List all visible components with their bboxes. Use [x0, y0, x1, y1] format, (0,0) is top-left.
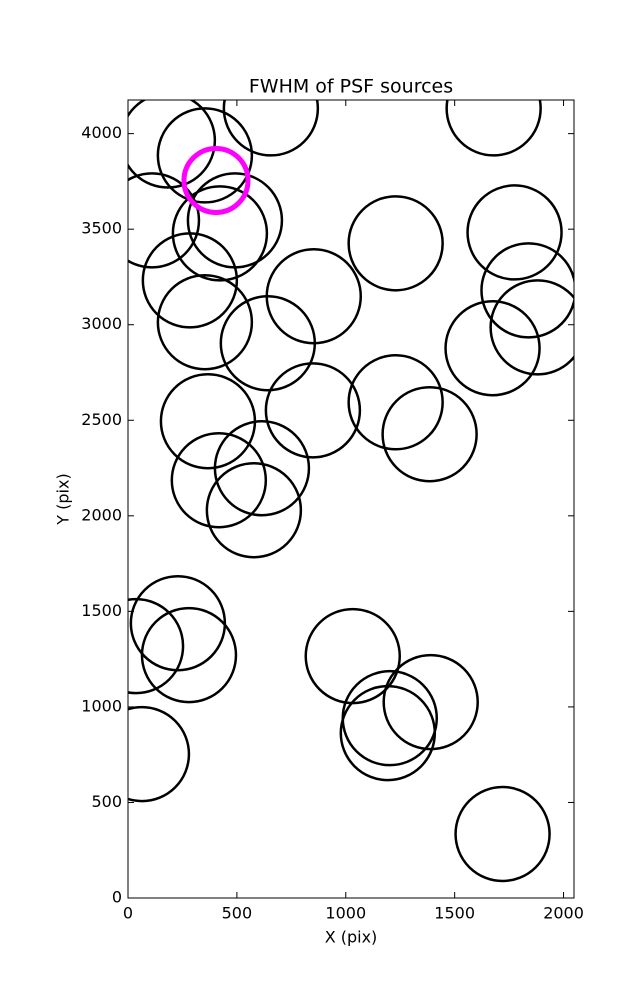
y-tick-label: 4000 [81, 123, 122, 142]
marker [222, 100, 320, 157]
marker [171, 185, 269, 282]
marker [156, 107, 254, 204]
marker [347, 354, 444, 451]
marker [128, 705, 191, 803]
y-axis-label: Y (pix) [54, 473, 73, 525]
marker [141, 232, 239, 329]
y-tick-label: 3500 [81, 219, 122, 238]
x-axis-label: X (pix) [325, 928, 378, 947]
plot-frame [127, 99, 575, 899]
chart-title: FWHM of PSF sources [249, 76, 453, 98]
marker [480, 242, 574, 339]
marker [466, 184, 563, 281]
marker [445, 100, 542, 157]
marker [140, 606, 238, 704]
marker [213, 419, 311, 517]
marker [156, 273, 254, 371]
y-tick-label: 1000 [81, 696, 122, 715]
y-tick-label: 2000 [81, 505, 122, 524]
y-tick-label: 3000 [81, 314, 122, 333]
y-tick-label: 500 [91, 792, 122, 811]
marker [159, 372, 257, 470]
x-tick-label: 0 [123, 904, 133, 923]
x-tick-label: 1500 [434, 904, 475, 923]
y-tick-label: 2500 [81, 410, 122, 429]
x-tick-label: 1000 [325, 904, 366, 923]
marker [489, 279, 574, 376]
y-tick-label: 0 [112, 888, 122, 907]
x-tick-label: 2000 [543, 904, 584, 923]
marker [339, 684, 437, 782]
marker [170, 432, 268, 529]
x-tick-label: 500 [222, 904, 253, 923]
marker [128, 172, 201, 269]
marker [181, 145, 251, 215]
marker [264, 362, 362, 459]
marker [219, 295, 317, 392]
marker [347, 195, 444, 292]
marker [205, 462, 303, 559]
marker [382, 653, 479, 751]
marker [186, 172, 284, 269]
marker [454, 785, 551, 883]
marker [444, 299, 541, 397]
marker [128, 100, 217, 189]
marker [381, 385, 478, 483]
y-tick-label: 1500 [81, 601, 122, 620]
